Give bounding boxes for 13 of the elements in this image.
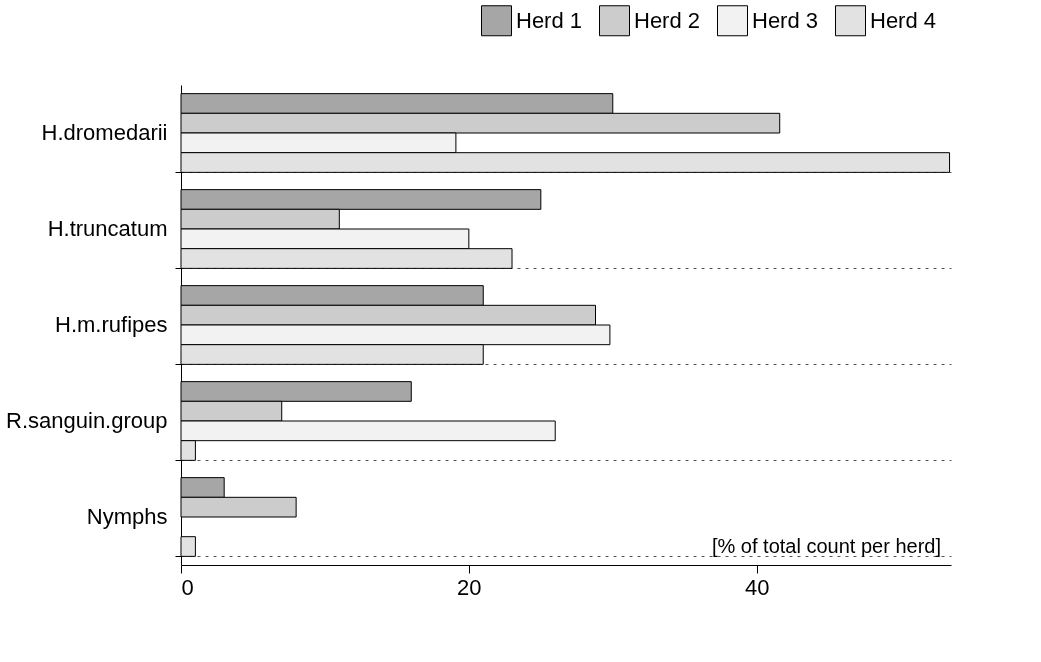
legend-label: Herd 1 — [516, 7, 583, 33]
y-tick-label: H.m.rufipes — [55, 312, 168, 337]
legend-label: Herd 2 — [634, 7, 701, 33]
legend-label: Herd 4 — [870, 7, 937, 33]
x-tick-label: 40 — [744, 574, 770, 600]
x-tick-label: 0 — [181, 574, 194, 600]
y-tick-label: H.truncatum — [47, 216, 168, 241]
y-tick-label: R.sanguin.group — [6, 408, 168, 433]
x-tick-label: 20 — [457, 574, 482, 600]
legend-label: Herd 3 — [752, 7, 819, 33]
y-tick-label: H.dromedarii — [41, 120, 168, 145]
annotation: [% of total count per herd] — [711, 535, 941, 557]
y-tick-label: Nymphs — [86, 504, 168, 529]
